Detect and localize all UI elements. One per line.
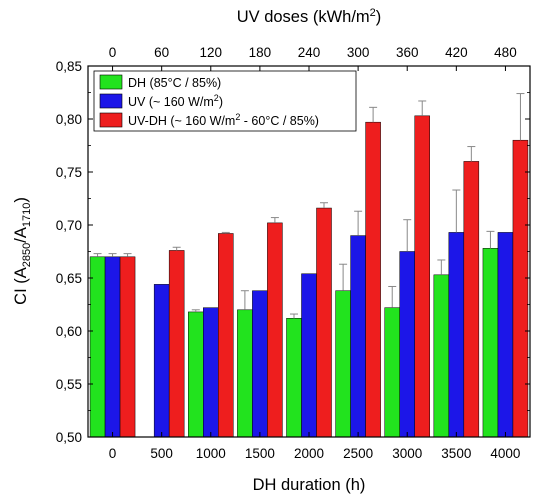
x-tick-label: 0 (109, 446, 117, 461)
bar-s2-c8 (512, 139, 529, 438)
top-tick-label: 420 (445, 45, 468, 60)
bar-s2-c2 (218, 233, 234, 438)
bar-s1-c2 (203, 307, 219, 438)
legend-label-dh: DH (85°C / 85%) (128, 76, 221, 90)
x-tick-label: 4000 (490, 446, 520, 461)
bar-s2-c0 (119, 256, 136, 438)
y-tick-label: 0,55 (56, 377, 82, 392)
bar-s2-c5 (365, 121, 381, 438)
bar-s0-c2 (188, 311, 204, 438)
top-tick-label: 240 (298, 45, 321, 60)
x-tick-label: 500 (150, 446, 173, 461)
bars-layer (89, 115, 529, 438)
legend-swatch-uvdh (99, 112, 123, 128)
y-tick-label: 0,75 (56, 165, 82, 180)
x-tick-label: 2000 (294, 446, 324, 461)
top-tick-label: 60 (154, 45, 169, 60)
error-bars-layer (93, 93, 525, 319)
bar-s1-c3 (252, 290, 268, 438)
x-tick-label: 3500 (441, 446, 471, 461)
legend: DH (85°C / 85%) UV (~ 160 W/m2) UV-DH (~… (93, 70, 357, 132)
y-tick-label: 0,70 (56, 218, 82, 233)
legend-swatch-dh (99, 74, 123, 90)
bar-s0-c0 (89, 256, 106, 438)
x-tick-label: 2500 (343, 446, 373, 461)
bar-s1-c1 (153, 284, 170, 438)
x-axis-top: 0 60 120 180 240 300 360 420 480 (109, 45, 517, 71)
top-tick-label: 300 (347, 45, 370, 60)
bar-s2-c4 (316, 207, 332, 438)
bar-s1-c0 (104, 256, 121, 438)
bar-s0-c4 (286, 318, 302, 438)
y-tick-label: 0,80 (56, 112, 82, 127)
legend-label-uvdh: UV-DH (~ 160 W/m2 - 60°C / 85%) (128, 112, 319, 128)
y-axis: 0,50 0,55 0,60 0,65 0,70 0,75 0,80 0,85 (56, 59, 530, 445)
x-axis-title: DH duration (h) (253, 476, 366, 494)
y-tick-label: 0,65 (56, 271, 82, 286)
x-tick-label: 1500 (245, 446, 275, 461)
top-tick-label: 480 (494, 45, 517, 60)
bar-s2-c1 (168, 250, 185, 438)
bar-s0-c8 (482, 248, 499, 438)
legend-label-uv: UV (~ 160 W/m2) (128, 93, 223, 109)
bar-s0-c6 (384, 307, 400, 438)
bar-s0-c5 (335, 290, 351, 438)
top-tick-label: 360 (396, 45, 419, 60)
top-tick-label: 0 (109, 45, 117, 60)
bar-s1-c4 (301, 273, 317, 438)
y-tick-label: 0,50 (56, 430, 82, 445)
x-tick-label: 3000 (392, 446, 422, 461)
bar-s1-c8 (497, 232, 514, 438)
top-axis-title: UV doses (kWh/m2) (237, 7, 382, 26)
bar-s1-c7 (448, 232, 465, 438)
legend-box (93, 70, 357, 132)
bar-s2-c3 (267, 222, 283, 438)
legend-swatch-uv (99, 93, 123, 109)
x-tick-label: 1000 (196, 446, 226, 461)
x-axis-bottom: 0 500 1000 1500 2000 2500 3000 3500 4000 (109, 432, 520, 461)
bar-s1-c5 (350, 235, 366, 438)
bar-s2-c7 (463, 161, 480, 438)
bar-s1-c6 (399, 251, 415, 438)
bar-s0-c7 (433, 274, 450, 438)
bar-s0-c3 (237, 309, 253, 438)
top-tick-label: 180 (249, 45, 272, 60)
bar-s2-c6 (414, 115, 430, 438)
top-tick-label: 120 (200, 45, 223, 60)
y-tick-label: 0,60 (56, 324, 82, 339)
y-tick-label: 0,85 (56, 59, 82, 74)
y-axis-title: CI (A2850/A1710) (12, 197, 33, 305)
